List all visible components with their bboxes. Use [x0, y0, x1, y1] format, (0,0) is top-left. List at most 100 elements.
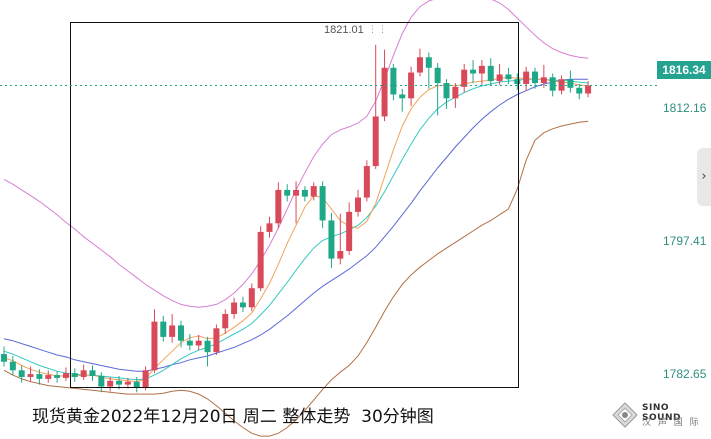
candle: [36, 369, 43, 385]
candle-body: [478, 65, 485, 74]
collapse-panel-handle[interactable]: ›: [697, 148, 711, 206]
candle: [80, 364, 87, 380]
candle: [558, 75, 565, 95]
candle-body: [363, 166, 370, 198]
candle-body: [142, 370, 149, 388]
candle: [372, 44, 379, 169]
candle: [363, 160, 370, 202]
brand-subtitle: 汉 声 国 际: [642, 418, 701, 428]
candle: [257, 226, 264, 292]
candle-body: [239, 302, 246, 308]
highlight-box: [70, 22, 519, 388]
candle-body: [160, 321, 167, 337]
candle: [169, 313, 176, 343]
candle: [434, 62, 441, 116]
candle-body: [18, 370, 25, 377]
candle: [381, 49, 388, 122]
candle-body: [301, 189, 308, 197]
candle-body: [496, 74, 503, 82]
candle-body: [390, 67, 397, 95]
candle: [478, 60, 485, 85]
candle-body: [532, 71, 538, 84]
candle: [399, 88, 406, 112]
candle: [408, 66, 415, 106]
candle: [133, 376, 140, 393]
candle-body: [549, 77, 556, 91]
candle-body: [80, 370, 87, 377]
candle: [310, 182, 317, 201]
current-price-badge: 1816.34: [657, 61, 711, 79]
candle: [231, 297, 238, 319]
candle-body: [585, 85, 592, 94]
candle-body: [355, 197, 361, 212]
candle-body: [328, 220, 335, 259]
peak-value-label: 1821.01: [324, 24, 364, 36]
candle-body: [416, 57, 423, 73]
candle: [45, 370, 52, 383]
candle-body: [62, 373, 69, 378]
candle: [355, 189, 361, 217]
candle-body: [27, 374, 34, 377]
candle: [98, 372, 105, 393]
sino-sound-logo-icon: [612, 402, 638, 428]
candle: [9, 355, 16, 376]
candle: [425, 52, 432, 89]
candle: [275, 182, 282, 229]
candle-body: [151, 321, 158, 371]
candle-body: [98, 376, 105, 387]
candle: [452, 83, 459, 108]
candle-body: [195, 340, 202, 346]
candle: [301, 186, 308, 202]
candle-body: [231, 302, 238, 314]
candle: [567, 70, 574, 93]
candle: [107, 376, 114, 392]
ma-short-line: [3, 76, 589, 383]
candle: [284, 184, 291, 202]
candle: [222, 309, 229, 335]
candle: [239, 296, 246, 313]
candle: [160, 315, 167, 342]
candle: [27, 366, 34, 382]
candle-body: [257, 231, 264, 289]
candle: [54, 371, 61, 383]
y-tick-label: 1782.65: [663, 367, 707, 381]
candle-body: [514, 79, 521, 84]
candle: [523, 66, 530, 91]
candle: [496, 63, 503, 85]
candle-body: [45, 375, 52, 379]
candle: [186, 334, 193, 351]
candle-body: [505, 74, 512, 80]
band-upper-line: [3, 0, 589, 308]
peak-marker-dots: ⋮⋮: [368, 24, 388, 34]
candle-body: [1, 354, 7, 362]
candle-body: [9, 361, 16, 371]
candle: [248, 283, 255, 312]
brand-name: SINO SOUND: [642, 403, 681, 423]
candle-body: [71, 373, 78, 377]
candle: [18, 365, 25, 383]
candle: [576, 83, 583, 100]
candles: [1, 44, 592, 393]
candle: [124, 377, 131, 389]
chevron-right-icon: ›: [701, 169, 707, 184]
candle: [71, 368, 78, 382]
candle-body: [178, 325, 184, 341]
candle: [319, 181, 326, 229]
candle-body: [452, 86, 459, 99]
candle-body: [558, 79, 565, 91]
candle-body: [248, 288, 255, 308]
candle-body: [293, 189, 300, 196]
y-tick-label: 1812.16: [663, 101, 707, 115]
candle: [293, 181, 300, 224]
candle-body: [319, 186, 326, 221]
candle: [549, 73, 556, 97]
candle-body: [470, 69, 477, 74]
candle-body: [461, 69, 468, 87]
candle-body: [54, 375, 61, 378]
candle: [1, 346, 7, 367]
candle-body: [337, 250, 344, 259]
candle-body: [116, 380, 123, 385]
candle: [443, 79, 450, 109]
candle-body: [443, 83, 450, 99]
candle-body: [487, 65, 494, 82]
